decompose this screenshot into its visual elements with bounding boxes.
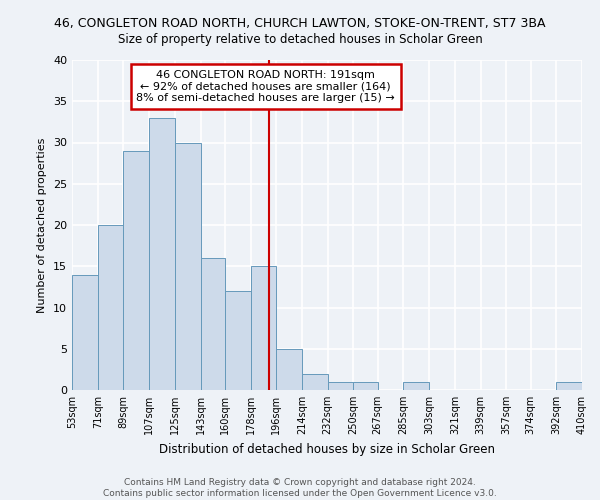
Bar — [276, 349, 302, 390]
Bar — [353, 382, 378, 390]
Text: 46 CONGLETON ROAD NORTH: 191sqm
← 92% of detached houses are smaller (164)
8% of: 46 CONGLETON ROAD NORTH: 191sqm ← 92% of… — [136, 70, 395, 103]
Bar — [251, 266, 276, 390]
Bar — [200, 258, 225, 390]
Bar — [328, 382, 353, 390]
Text: Size of property relative to detached houses in Scholar Green: Size of property relative to detached ho… — [118, 32, 482, 46]
Bar — [403, 382, 429, 390]
Bar — [225, 291, 251, 390]
X-axis label: Distribution of detached houses by size in Scholar Green: Distribution of detached houses by size … — [159, 442, 495, 456]
Bar — [175, 142, 200, 390]
Bar — [149, 118, 175, 390]
Bar — [302, 374, 328, 390]
Bar — [124, 151, 149, 390]
Bar — [72, 274, 98, 390]
Text: Contains HM Land Registry data © Crown copyright and database right 2024.
Contai: Contains HM Land Registry data © Crown c… — [103, 478, 497, 498]
Text: 46, CONGLETON ROAD NORTH, CHURCH LAWTON, STOKE-ON-TRENT, ST7 3BA: 46, CONGLETON ROAD NORTH, CHURCH LAWTON,… — [54, 18, 546, 30]
Y-axis label: Number of detached properties: Number of detached properties — [37, 138, 47, 312]
Bar — [556, 382, 582, 390]
Bar — [98, 225, 124, 390]
